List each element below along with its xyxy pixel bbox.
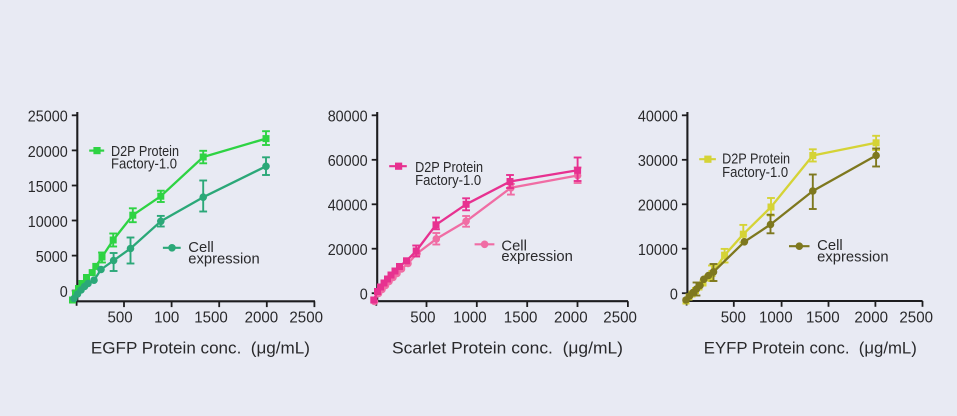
svg-text:expression: expression [188,251,259,267]
svg-text:30000: 30000 [638,153,678,170]
svg-text:60000: 60000 [328,153,368,170]
svg-text:20000: 20000 [328,242,368,259]
svg-text:0: 0 [670,287,678,304]
svg-text:Scarlet Protein conc. (μg/mL): Scarlet Protein conc. (μg/mL) [392,339,623,358]
svg-text:1500: 1500 [806,310,840,327]
svg-text:500: 500 [721,310,746,327]
svg-text:EGFP Protein conc. (μg/mL): EGFP Protein conc. (μg/mL) [91,339,310,358]
svg-text:1500: 1500 [504,310,538,327]
svg-text:5000: 5000 [36,249,68,266]
svg-text:2000: 2000 [854,310,888,327]
svg-text:20000: 20000 [28,144,68,161]
svg-text:500: 500 [108,310,133,327]
svg-text:D2P Protein: D2P Protein [111,144,179,160]
svg-text:0: 0 [60,284,68,301]
svg-text:0: 0 [360,287,368,304]
svg-text:expression: expression [501,249,572,265]
svg-text:10000: 10000 [28,214,68,231]
svg-text:25000: 25000 [28,109,68,126]
svg-text:2500: 2500 [899,310,933,327]
svg-text:Cell: Cell [188,240,214,256]
svg-text:10000: 10000 [638,242,678,259]
svg-text:1500: 1500 [194,310,228,327]
svg-text:20000: 20000 [638,198,678,215]
svg-text:Factory-1.0: Factory-1.0 [415,173,481,189]
svg-text:15000: 15000 [28,179,68,196]
svg-text:EYFP Protein conc. (μg/mL): EYFP Protein conc. (μg/mL) [704,339,917,358]
svg-text:40000: 40000 [638,109,678,126]
svg-text:2000: 2000 [554,310,588,327]
svg-text:40000: 40000 [328,198,368,215]
svg-text:2000: 2000 [245,310,279,327]
svg-text:D2P Protein: D2P Protein [415,160,483,176]
svg-text:1000: 1000 [759,310,793,327]
svg-text:Factory-1.0: Factory-1.0 [722,165,788,181]
svg-text:100: 100 [154,310,179,327]
svg-text:D2P Protein: D2P Protein [722,152,790,168]
svg-text:80000: 80000 [328,109,368,126]
svg-text:2500: 2500 [289,310,323,327]
svg-text:500: 500 [410,310,435,327]
svg-text:2500: 2500 [603,310,637,327]
svg-text:Cell: Cell [501,238,527,254]
svg-text:Cell: Cell [817,238,843,254]
svg-text:expression: expression [817,250,888,266]
svg-text:1000: 1000 [453,310,487,327]
svg-text:Factory-1.0: Factory-1.0 [111,157,177,173]
